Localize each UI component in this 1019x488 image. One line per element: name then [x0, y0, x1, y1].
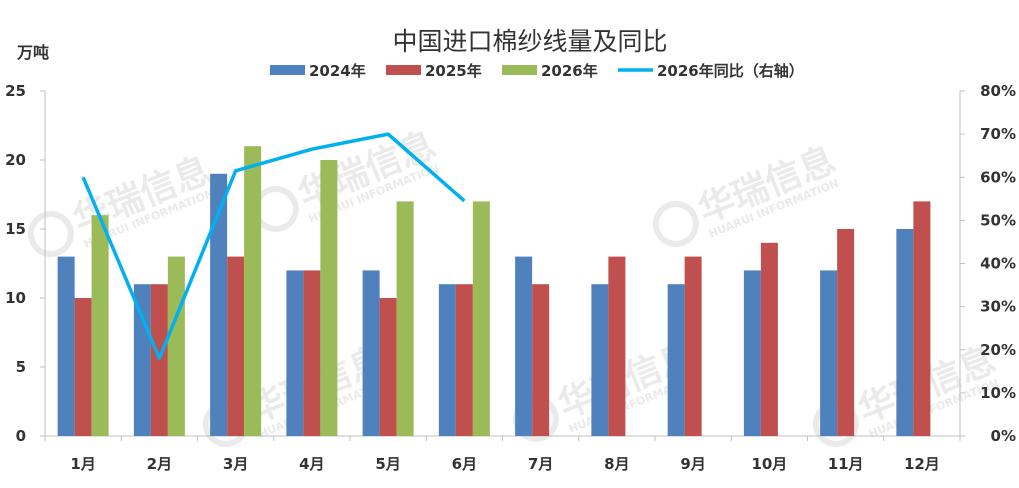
bar-2026年	[91, 215, 109, 436]
bar-2025年	[455, 284, 473, 436]
bar-2026年	[244, 146, 262, 436]
y2-tick-label: 30%	[980, 298, 1016, 316]
bar-2024年	[57, 256, 75, 436]
bar-2025年	[303, 270, 321, 436]
bar-2026年	[167, 256, 185, 436]
x-tick-label: 4月	[299, 455, 324, 473]
x-tick-label: 8月	[604, 455, 629, 473]
y2-tick-label: 50%	[980, 211, 1016, 229]
x-tick-label: 11月	[828, 455, 864, 473]
x-tick-label: 3月	[223, 455, 248, 473]
legend-swatch	[502, 65, 537, 75]
x-tick-label: 5月	[375, 455, 400, 473]
y-tick-label: 10	[5, 289, 26, 307]
legend-item: 2026年同比（右轴）	[618, 62, 804, 80]
bar-2024年	[591, 284, 609, 436]
y-tick-label: 25	[5, 82, 26, 100]
y2-tick-label: 80%	[980, 82, 1016, 100]
x-tick-label: 7月	[528, 455, 553, 473]
bar-2024年	[743, 270, 761, 436]
x-tick-labels: 1月 2月 3月 4月 5月 6月 7月 8月 9月 10月 11月 12月	[70, 455, 939, 473]
bar-2024年	[210, 173, 228, 437]
bar-2025年	[684, 256, 702, 436]
bar-2025年	[379, 298, 397, 436]
bar-2024年	[667, 284, 685, 436]
x-tick-label: 9月	[680, 455, 705, 473]
bar-2024年	[362, 270, 380, 436]
y-tick-label: 20	[5, 151, 26, 169]
x-tick-label: 2月	[147, 455, 172, 473]
bar-2024年	[820, 270, 838, 436]
yoy-line	[81, 132, 466, 361]
legend-item: 2024年	[270, 62, 366, 80]
legend-item: 2026年	[502, 62, 598, 80]
legend-label: 2026年	[541, 62, 598, 80]
legend-label: 2024年	[309, 62, 366, 80]
bar-2026年	[396, 201, 414, 436]
y-tick-label: 5	[16, 358, 26, 376]
axes: 0 5 10 15 20 25 0% 10% 20% 30% 40% 50% 60% 70% 80%	[5, 82, 1016, 445]
y2-tick-label: 40%	[980, 255, 1016, 273]
y2-tick-label: 20%	[980, 341, 1016, 359]
legend: 2024年 2025年 2026年 2026年同比（右轴）	[270, 62, 804, 80]
y2-tick-label: 60%	[980, 168, 1016, 186]
bar-2026年	[320, 160, 338, 436]
y-tick-label: 15	[5, 220, 26, 238]
bar-2025年	[837, 229, 855, 436]
bar-2025年	[913, 201, 931, 436]
bar-2025年	[227, 256, 245, 436]
y-axis-unit: 万吨	[16, 43, 49, 62]
bar-2024年	[515, 256, 533, 436]
bar-2024年	[896, 229, 914, 436]
watermark-logo	[27, 210, 74, 257]
bar-2025年	[74, 298, 92, 436]
y2-tick-label: 10%	[980, 384, 1016, 402]
yoy-line-layer	[81, 132, 466, 361]
legend-label: 2025年	[425, 62, 482, 80]
legend-label: 2026年同比（右轴）	[657, 62, 804, 80]
x-tick-label: 10月	[751, 455, 787, 473]
watermark-logo	[652, 200, 699, 247]
bar-2026年	[472, 201, 490, 436]
y2-tick-label: 70%	[980, 125, 1016, 143]
chart-title: 中国进口棉纱线量及同比	[392, 27, 667, 56]
legend-swatch	[270, 65, 305, 75]
legend-swatch	[386, 65, 421, 75]
bar-2024年	[438, 284, 456, 436]
y2-tick-label: 0%	[991, 427, 1016, 445]
bar-2024年	[286, 270, 304, 436]
bar-2024年	[133, 284, 151, 436]
x-tick-label: 1月	[70, 455, 95, 473]
bar-2025年	[760, 242, 778, 436]
x-tick-label: 6月	[452, 455, 477, 473]
bar-2025年	[532, 284, 550, 436]
y-tick-label: 0	[16, 427, 26, 445]
bar-2025年	[608, 256, 626, 436]
legend-item: 2025年	[386, 62, 482, 80]
x-tick-label: 12月	[904, 455, 940, 473]
